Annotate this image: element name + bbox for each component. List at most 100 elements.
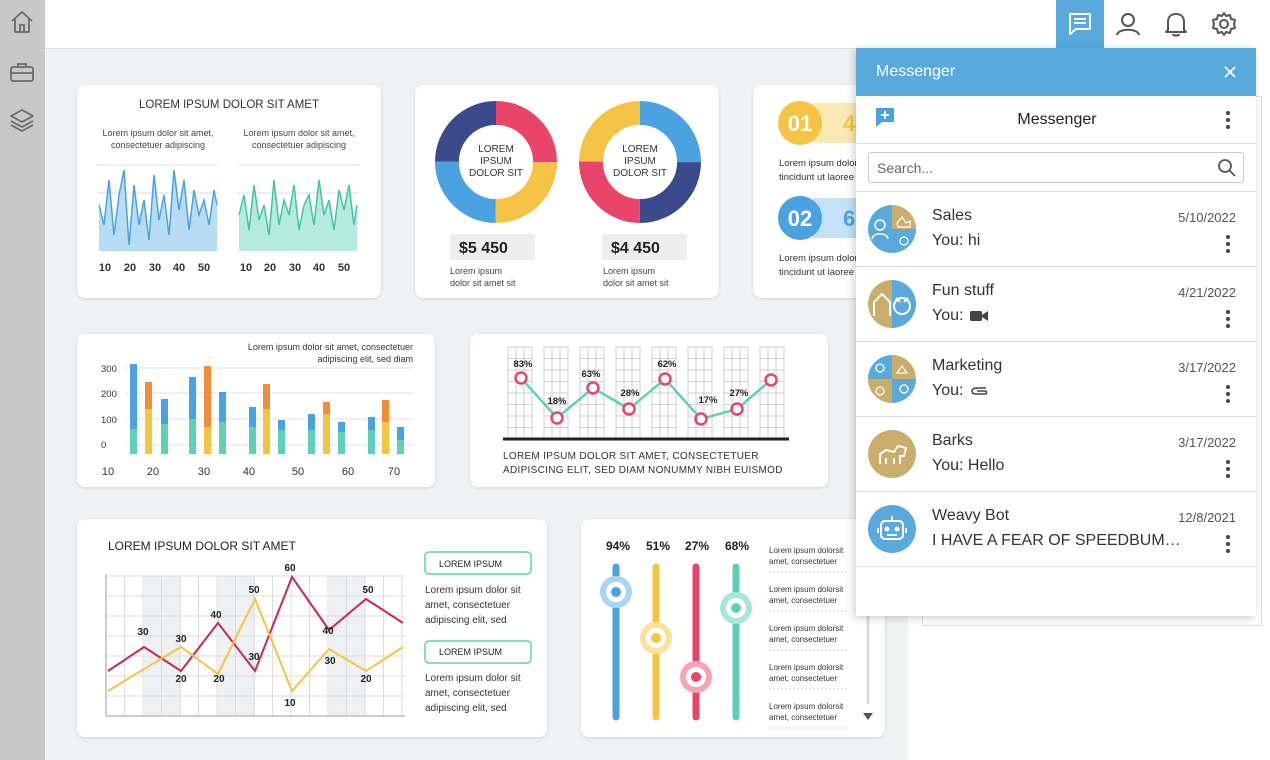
svg-text:70: 70: [388, 466, 400, 478]
search-input[interactable]: [869, 153, 1215, 182]
svg-text:Lorem ipsum dolorsit: Lorem ipsum dolorsit: [769, 546, 844, 555]
messenger-title: Messenger: [1017, 110, 1097, 128]
svg-text:LOREM IPSUM: LOREM IPSUM: [439, 559, 502, 569]
svg-text:30: 30: [198, 466, 210, 478]
grid-line-chart-graphic: LOREM IPSUM DOLOR SIT AMET 30 20 40 30 6…: [105, 539, 532, 717]
svg-text:dolor sit amet sit: dolor sit amet sit: [603, 278, 669, 288]
svg-text:40: 40: [313, 262, 325, 274]
layers-icon[interactable]: [9, 107, 35, 133]
svg-text:10: 10: [240, 262, 252, 274]
svg-text:LOREM IPSUM: LOREM IPSUM: [439, 647, 502, 657]
avatar: [868, 505, 916, 553]
svg-text:consectetuer adipiscing: consectetuer adipiscing: [252, 140, 346, 150]
svg-text:27%: 27%: [729, 388, 749, 399]
svg-text:40: 40: [210, 610, 222, 621]
svg-text:adipiscing elit, sed: adipiscing elit, sed: [425, 615, 507, 626]
stacked-bar-card: Lorem ipsum dolor sit amet, consectetuer…: [77, 334, 435, 487]
bell-icon: [1165, 13, 1187, 37]
conversation-preview: You:: [932, 307, 989, 325]
briefcase-icon[interactable]: [9, 59, 35, 85]
conversation-marketing[interactable]: Marketing 3/17/2022 You:: [856, 342, 1256, 417]
conversation-options-icon[interactable]: [1218, 532, 1238, 556]
svg-text:LOREM IPSUM DOLOR SIT AMET: LOREM IPSUM DOLOR SIT AMET: [108, 539, 296, 553]
conversation-fun-stuff[interactable]: Fun stuff 4/21/2022 You:: [856, 267, 1256, 342]
messenger-subheader: Messenger: [856, 96, 1256, 144]
avatar: [868, 205, 916, 253]
conversation-options-icon[interactable]: [1218, 382, 1238, 406]
svg-text:40: 40: [173, 262, 185, 274]
settings-button[interactable]: [1200, 0, 1248, 48]
svg-text:50: 50: [292, 466, 304, 478]
svg-text:27%: 27%: [685, 539, 709, 553]
svg-text:amet, consectetuer: amet, consectetuer: [425, 600, 511, 611]
svg-text:40: 40: [243, 466, 255, 478]
svg-text:50: 50: [338, 262, 350, 274]
svg-text:50: 50: [362, 585, 374, 596]
svg-text:62%: 62%: [657, 359, 677, 370]
conversation-barks[interactable]: Barks 3/17/2022 You: Hello: [856, 417, 1256, 492]
svg-text:DOLOR SIT: DOLOR SIT: [469, 168, 523, 179]
user-button[interactable]: [1104, 0, 1152, 48]
svg-text:60: 60: [284, 563, 296, 574]
svg-text:51%: 51%: [646, 539, 670, 553]
conversation-options-icon[interactable]: [1218, 307, 1238, 331]
conversation-date: 3/17/2022: [1178, 435, 1236, 450]
conversation-preview: You: Hello: [932, 457, 1005, 474]
svg-text:30: 30: [289, 262, 301, 274]
svg-text:Lorem ipsum dolorsit: Lorem ipsum dolorsit: [769, 663, 844, 672]
user-icon: [1116, 13, 1140, 36]
svg-text:Lorem ipsum dolorsit: Lorem ipsum dolorsit: [769, 624, 844, 633]
conversation-options-icon[interactable]: [1218, 232, 1238, 256]
notifications-button[interactable]: [1152, 0, 1200, 48]
svg-text:100: 100: [101, 415, 117, 426]
svg-text:ADIPISCING ELIT, SED DIAM NONU: ADIPISCING ELIT, SED DIAM NONUMMY NIBH E…: [503, 465, 783, 476]
messenger-header-title: Messenger: [876, 63, 956, 80]
svg-text:17%: 17%: [698, 395, 718, 406]
svg-text:20: 20: [175, 674, 187, 685]
svg-text:30: 30: [175, 634, 187, 645]
svg-text:Lorem ipsum dolor sit: Lorem ipsum dolor sit: [425, 673, 521, 684]
donut-charts-graphic: LOREM IPSUM DOLOR SIT LOREM IPSUM DOLOR …: [435, 101, 701, 288]
svg-text:LOREM: LOREM: [622, 144, 658, 155]
conversation-date: 4/21/2022: [1178, 285, 1236, 300]
svg-text:tincidunt ut laoree: tincidunt ut laoree: [779, 172, 854, 183]
svg-text:30: 30: [137, 627, 149, 638]
chat-button[interactable]: [1056, 0, 1104, 48]
chat-icon: [1069, 13, 1091, 35]
svg-text:LOREM IPSUM DOLOR SIT AMET, CO: LOREM IPSUM DOLOR SIT AMET, CONSECTETUER: [503, 451, 759, 462]
svg-text:68%: 68%: [725, 539, 749, 553]
svg-text:30: 30: [248, 652, 260, 663]
line-charts-graphic: LOREM IPSUM DOLOR SIT AMET Lorem ipsum d…: [97, 99, 359, 274]
svg-text:Lorem ipsum dolor sit: Lorem ipsum dolor sit: [779, 158, 870, 169]
conversation-weavy-bot[interactable]: Weavy Bot 12/8/2021 I HAVE A FEAR OF SPE…: [856, 492, 1256, 567]
svg-text:Lorem ipsum dolor sit: Lorem ipsum dolor sit: [425, 585, 521, 596]
svg-text:Lorem ipsum dolorsit: Lorem ipsum dolorsit: [769, 702, 844, 711]
svg-text:200: 200: [101, 389, 117, 400]
avatar: [868, 430, 916, 478]
messenger-header: Messenger: [856, 48, 1256, 96]
svg-text:Lorem ipsum dolor sit: Lorem ipsum dolor sit: [779, 253, 870, 264]
badges-graphic: 01 44 Lorem ipsum dolor sit tincidunt ut…: [778, 101, 893, 278]
attachment-icon: [971, 387, 988, 395]
conversation-date: 12/8/2021: [1178, 510, 1236, 525]
more-options-icon[interactable]: [1218, 108, 1238, 132]
conversation-date: 5/10/2022: [1178, 210, 1236, 225]
svg-text:30: 30: [149, 262, 161, 274]
svg-text:50: 50: [248, 585, 260, 596]
conversation-name: Sales: [932, 207, 973, 224]
svg-text:Lorem ipsum dolor sit amet,: Lorem ipsum dolor sit amet,: [102, 128, 213, 138]
new-conversation-icon[interactable]: [874, 106, 896, 133]
conversation-options-icon[interactable]: [1218, 457, 1238, 481]
svg-text:40: 40: [322, 626, 334, 637]
avatar: [868, 280, 916, 328]
svg-text:LOREM: LOREM: [478, 144, 514, 155]
svg-text:amet, consectetuer: amet, consectetuer: [769, 557, 837, 566]
home-icon[interactable]: [9, 9, 35, 35]
close-icon[interactable]: [1224, 62, 1236, 83]
sliders-graphic: 94% 51% 27% 68% Lorem ipsum dolorsit amet…: [600, 539, 873, 729]
svg-text:amet, consectetuer: amet, consectetuer: [769, 674, 837, 683]
svg-text:10: 10: [284, 698, 296, 709]
search-icon[interactable]: [1217, 158, 1237, 178]
search-bar: [856, 144, 1256, 192]
conversation-sales[interactable]: Sales 5/10/2022 You: hi: [856, 192, 1256, 267]
